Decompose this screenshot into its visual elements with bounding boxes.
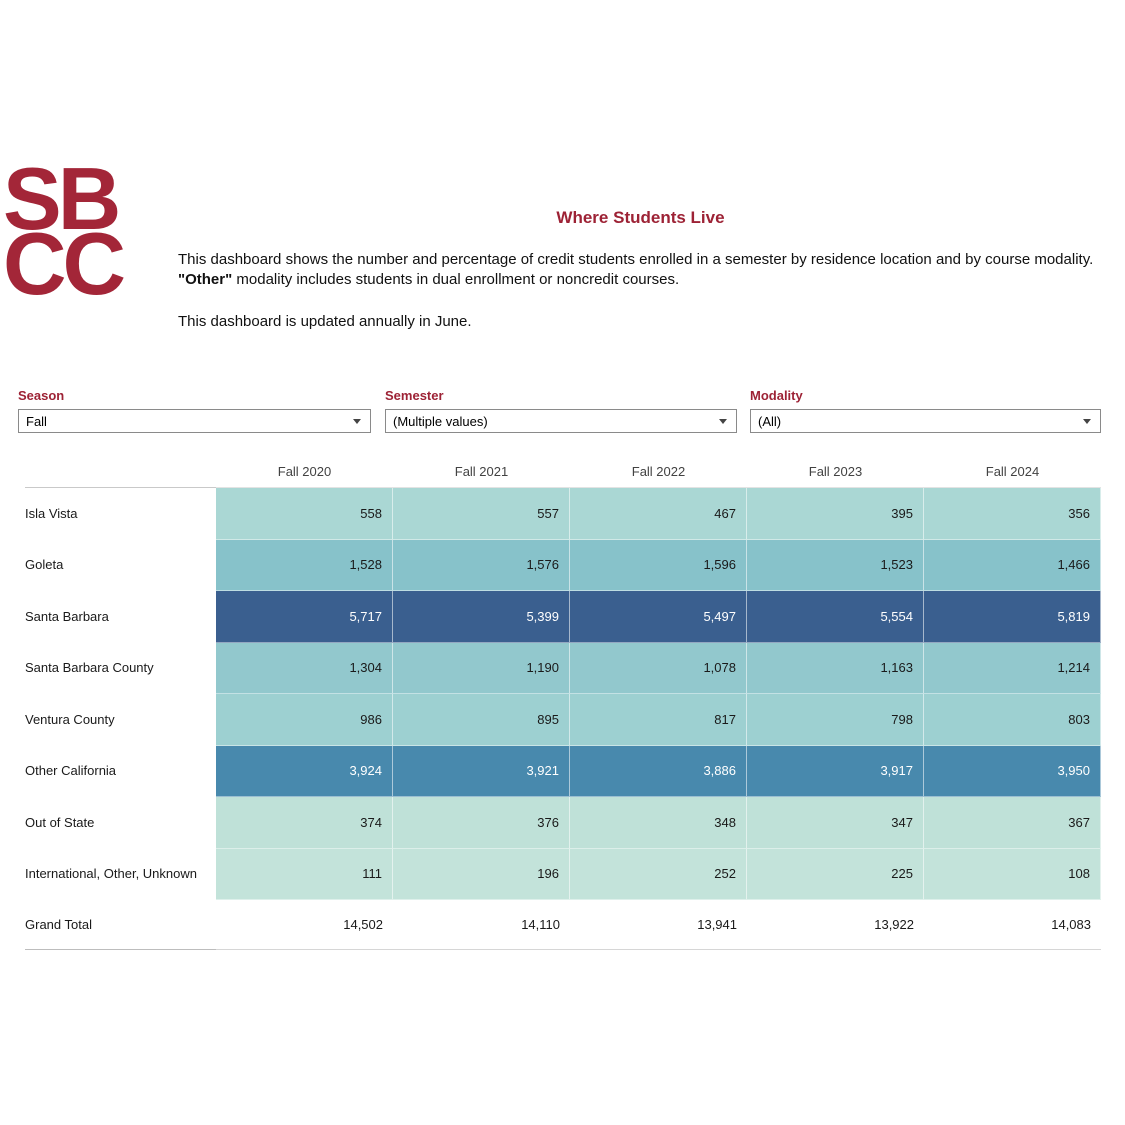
- value-cell[interactable]: 376: [393, 797, 570, 849]
- value-cell[interactable]: 1,596: [570, 539, 747, 591]
- grand-total-cell: 14,083: [924, 900, 1101, 950]
- value-cell[interactable]: 1,523: [747, 539, 924, 591]
- value-cell[interactable]: 1,528: [216, 539, 393, 591]
- value-cell[interactable]: 5,399: [393, 591, 570, 643]
- residence-heatmap-table: Fall 2020 Fall 2021 Fall 2022 Fall 2023 …: [25, 455, 1101, 950]
- value-cell[interactable]: 895: [393, 694, 570, 746]
- grand-total-cell: 13,922: [747, 900, 924, 950]
- value-cell[interactable]: 367: [924, 797, 1101, 849]
- table-row: Santa Barbara County 1,304 1,190 1,078 1,163…: [25, 642, 1101, 694]
- grand-total-cell: 13,941: [570, 900, 747, 950]
- grand-total-row: Grand Total 14,502 14,110 13,941 13,922 14,08…: [25, 900, 1101, 950]
- value-cell[interactable]: 558: [216, 488, 393, 540]
- table-row: Isla Vista 558 557 467 395 356: [25, 488, 1101, 540]
- value-cell[interactable]: 347: [747, 797, 924, 849]
- value-cell[interactable]: 1,190: [393, 642, 570, 694]
- value-cell[interactable]: 3,950: [924, 745, 1101, 797]
- value-cell[interactable]: 5,717: [216, 591, 393, 643]
- value-cell[interactable]: 196: [393, 848, 570, 900]
- value-cell[interactable]: 557: [393, 488, 570, 540]
- value-cell[interactable]: 395: [747, 488, 924, 540]
- row-label[interactable]: Santa Barbara: [25, 591, 216, 643]
- value-cell[interactable]: 348: [570, 797, 747, 849]
- semester-filter-label: Semester: [385, 388, 444, 403]
- row-label[interactable]: Out of State: [25, 797, 216, 849]
- table-row: Other California 3,924 3,921 3,886 3,917 3,95…: [25, 745, 1101, 797]
- value-cell[interactable]: 356: [924, 488, 1101, 540]
- value-cell[interactable]: 111: [216, 848, 393, 900]
- row-label[interactable]: Ventura County: [25, 694, 216, 746]
- sbcc-logo-line2: CC: [3, 214, 126, 313]
- season-dropdown-value: Fall: [26, 413, 47, 429]
- value-cell[interactable]: 467: [570, 488, 747, 540]
- value-cell[interactable]: 1,304: [216, 642, 393, 694]
- value-cell[interactable]: 3,886: [570, 745, 747, 797]
- table-row: Out of State 374 376 348 347 367: [25, 797, 1101, 849]
- chevron-down-icon[interactable]: [1083, 419, 1091, 424]
- table-corner-cell: [25, 455, 216, 488]
- value-cell[interactable]: 798: [747, 694, 924, 746]
- table-row: Santa Barbara 5,717 5,399 5,497 5,554 5,819: [25, 591, 1101, 643]
- row-label[interactable]: Isla Vista: [25, 488, 216, 540]
- value-cell[interactable]: 3,924: [216, 745, 393, 797]
- modality-filter-label: Modality: [750, 388, 803, 403]
- value-cell[interactable]: 3,921: [393, 745, 570, 797]
- value-cell[interactable]: 986: [216, 694, 393, 746]
- row-label[interactable]: Grand Total: [25, 900, 216, 950]
- grand-total-cell: 14,110: [393, 900, 570, 950]
- description-part3: modality includes students in dual enrol…: [232, 271, 680, 288]
- value-cell[interactable]: 108: [924, 848, 1101, 900]
- value-cell[interactable]: 5,819: [924, 591, 1101, 643]
- description-bold-other: "Other": [178, 271, 233, 288]
- modality-dropdown[interactable]: (All): [750, 409, 1101, 433]
- dashboard-description: This dashboard shows the number and perc…: [178, 250, 1106, 290]
- row-label[interactable]: Goleta: [25, 539, 216, 591]
- value-cell[interactable]: 1,576: [393, 539, 570, 591]
- season-dropdown[interactable]: Fall: [18, 409, 371, 433]
- value-cell[interactable]: 225: [747, 848, 924, 900]
- column-header-fall-2023[interactable]: Fall 2023: [747, 455, 924, 488]
- chevron-down-icon[interactable]: [719, 419, 727, 424]
- row-label[interactable]: International, Other, Unknown: [25, 848, 216, 900]
- description-part1: This dashboard shows the number and perc…: [178, 251, 1094, 268]
- season-filter-label: Season: [18, 388, 65, 403]
- column-header-fall-2020[interactable]: Fall 2020: [216, 455, 393, 488]
- semester-dropdown-value: (Multiple values): [393, 413, 488, 429]
- value-cell[interactable]: 3,917: [747, 745, 924, 797]
- value-cell[interactable]: 1,214: [924, 642, 1101, 694]
- table-row: International, Other, Unknown 111 196 252 22…: [25, 848, 1101, 900]
- table-row: Goleta 1,528 1,576 1,596 1,523 1,466: [25, 539, 1101, 591]
- row-label[interactable]: Santa Barbara County: [25, 642, 216, 694]
- value-cell[interactable]: 817: [570, 694, 747, 746]
- column-header-fall-2022[interactable]: Fall 2022: [570, 455, 747, 488]
- value-cell[interactable]: 1,163: [747, 642, 924, 694]
- grand-total-cell: 14,502: [216, 900, 393, 950]
- modality-dropdown-value: (All): [758, 413, 782, 429]
- value-cell[interactable]: 5,554: [747, 591, 924, 643]
- value-cell[interactable]: 1,466: [924, 539, 1101, 591]
- row-label[interactable]: Other California: [25, 745, 216, 797]
- chevron-down-icon[interactable]: [353, 419, 361, 424]
- column-header-fall-2021[interactable]: Fall 2021: [393, 455, 570, 488]
- value-cell[interactable]: 252: [570, 848, 747, 900]
- semester-dropdown[interactable]: (Multiple values): [385, 409, 737, 433]
- column-header-fall-2024[interactable]: Fall 2024: [924, 455, 1101, 488]
- value-cell[interactable]: 374: [216, 797, 393, 849]
- value-cell[interactable]: 803: [924, 694, 1101, 746]
- value-cell[interactable]: 5,497: [570, 591, 747, 643]
- value-cell[interactable]: 1,078: [570, 642, 747, 694]
- page-title: Where Students Live: [556, 208, 725, 227]
- table-header-row: Fall 2020 Fall 2021 Fall 2022 Fall 2023 …: [25, 455, 1101, 488]
- sbcc-logo: SB CC: [3, 149, 163, 313]
- table-body: Isla Vista 558 557 467 395 356 Goleta 1,528 1,57…: [25, 488, 1101, 950]
- sbcc-logo-line1: SB: [3, 149, 121, 248]
- table-row: Ventura County 986 895 817 798 803: [25, 694, 1101, 746]
- update-note: This dashboard is updated annually in Ju…: [178, 313, 472, 330]
